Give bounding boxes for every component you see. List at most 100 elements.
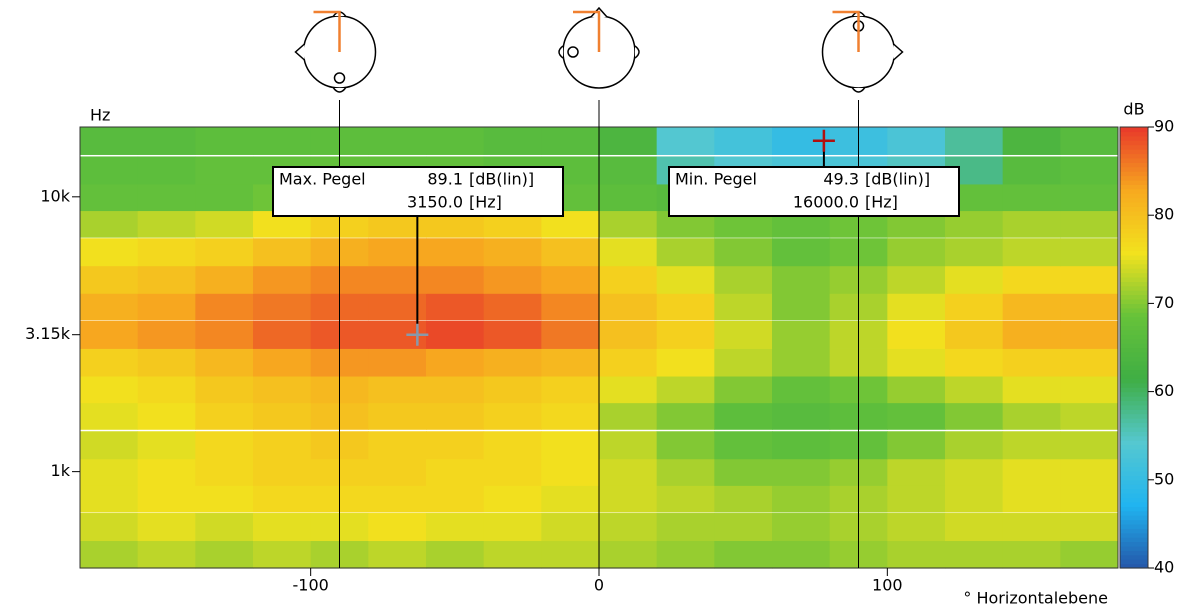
colorbar-segment <box>1120 515 1148 521</box>
heatmap-cell <box>1060 401 1119 430</box>
heatmap-cell <box>945 540 1004 569</box>
colorbar-segment <box>1120 162 1148 168</box>
heatmap-cell <box>368 484 427 513</box>
colorbar-frame <box>1119 126 1149 569</box>
colorbar-tick-label: 40 <box>1154 558 1174 577</box>
heatmap-cell <box>656 540 715 569</box>
heatmap-cell <box>714 292 773 321</box>
colorbar-segment <box>1120 537 1148 543</box>
colorbar-segment <box>1120 171 1148 177</box>
heatmap-cell <box>945 401 1004 430</box>
heatmap-cell <box>1002 348 1061 377</box>
heatmap-cell <box>80 292 139 321</box>
colorbar-segment <box>1120 528 1148 534</box>
heatmap-cell <box>772 484 831 513</box>
microphone <box>567 46 579 58</box>
heatmap-cell <box>599 540 658 569</box>
heatmap-cell <box>887 540 946 569</box>
heatmap-cell <box>1060 209 1119 238</box>
heatmap-cell <box>80 431 139 460</box>
y-tick-label: 3.15k <box>25 324 71 343</box>
heatmap-cell <box>656 484 715 513</box>
heatmap-cell <box>426 401 485 430</box>
colorbar-segment <box>1120 506 1148 512</box>
heatmap-cell <box>656 265 715 294</box>
annotation-value: 89.1 <box>427 170 463 189</box>
colorbar-segment <box>1120 263 1148 269</box>
heatmap-cell <box>599 457 658 486</box>
colorbar-segment <box>1120 343 1148 349</box>
colorbar-segment <box>1120 237 1148 243</box>
heatmap-cell <box>1060 238 1119 267</box>
heatmap-cell <box>483 375 542 404</box>
heatmap-cell <box>1060 126 1119 155</box>
heatmap-cell <box>1060 513 1119 542</box>
colorbar-segment <box>1120 360 1148 366</box>
heatmap-cell <box>714 540 773 569</box>
colorbar-segment <box>1120 391 1148 397</box>
colorbar-segment <box>1120 307 1148 313</box>
heatmap-cell <box>253 126 312 155</box>
colorbar-segment <box>1120 276 1148 282</box>
heatmap-cell <box>541 375 600 404</box>
colorbar-segment <box>1120 400 1148 406</box>
heatmap-cell <box>80 513 139 542</box>
annotation-freq-unit: [Hz] <box>469 193 502 212</box>
colorbar-segment <box>1120 149 1148 155</box>
heatmap-cell <box>599 183 658 212</box>
heatmap-cell <box>483 484 542 513</box>
heatmap-cell <box>1002 156 1061 185</box>
colorbar-segment <box>1120 285 1148 291</box>
heatmap-cell <box>541 513 600 542</box>
heatmap-cell <box>368 126 427 155</box>
heatmap-cell <box>656 431 715 460</box>
colorbar-segment <box>1120 127 1148 133</box>
colorbar-segment <box>1120 201 1148 207</box>
annotation-freq: 16000.0 <box>793 193 859 212</box>
heatmap-cell <box>772 292 831 321</box>
y-tick-label: 10k <box>40 186 70 205</box>
colorbar-segment <box>1120 338 1148 344</box>
heatmap-cell <box>195 540 254 569</box>
heatmap-cell <box>714 484 773 513</box>
colorbar-segment <box>1120 484 1148 490</box>
heatmap-cell <box>714 320 773 349</box>
heatmap-cell <box>426 375 485 404</box>
heatmap-cell <box>426 126 485 155</box>
heatmap-cell <box>80 238 139 267</box>
heatmap-cell <box>137 126 196 155</box>
heatmap-cell <box>195 156 254 185</box>
heatmap-cell <box>887 513 946 542</box>
heatmap-cell <box>80 320 139 349</box>
heatmap-cell <box>1002 265 1061 294</box>
heatmap-cell <box>195 375 254 404</box>
colorbar-segment <box>1120 215 1148 221</box>
heatmap-cell <box>195 320 254 349</box>
heatmap-cell <box>1002 540 1061 569</box>
heatmap-cell <box>483 126 542 155</box>
colorbar-segment <box>1120 519 1148 525</box>
colorbar-segment <box>1120 219 1148 225</box>
colorbar-segment <box>1120 554 1148 560</box>
colorbar-segment <box>1120 479 1148 485</box>
heatmap-cell <box>137 348 196 377</box>
heatmap-cell <box>483 431 542 460</box>
heatmap-cell <box>483 457 542 486</box>
annotation-label: Max. Pegel <box>279 170 366 189</box>
heatmap-cell <box>599 126 658 155</box>
colorbar-segment <box>1120 210 1148 216</box>
heatmap-cell <box>80 375 139 404</box>
heatmap-cell <box>887 348 946 377</box>
heatmap-cell <box>599 431 658 460</box>
heatmap-cell <box>195 209 254 238</box>
sound-direction <box>832 10 860 52</box>
colorbar-segment <box>1120 378 1148 384</box>
x-tick-label: 100 <box>872 576 903 595</box>
colorbar-segment <box>1120 303 1148 309</box>
colorbar-segment <box>1120 426 1148 432</box>
heatmap-cell <box>426 292 485 321</box>
heatmap-cell <box>80 126 139 155</box>
colorbar-segment <box>1120 131 1148 137</box>
heatmap-cell <box>137 265 196 294</box>
heatmap-cell <box>253 238 312 267</box>
